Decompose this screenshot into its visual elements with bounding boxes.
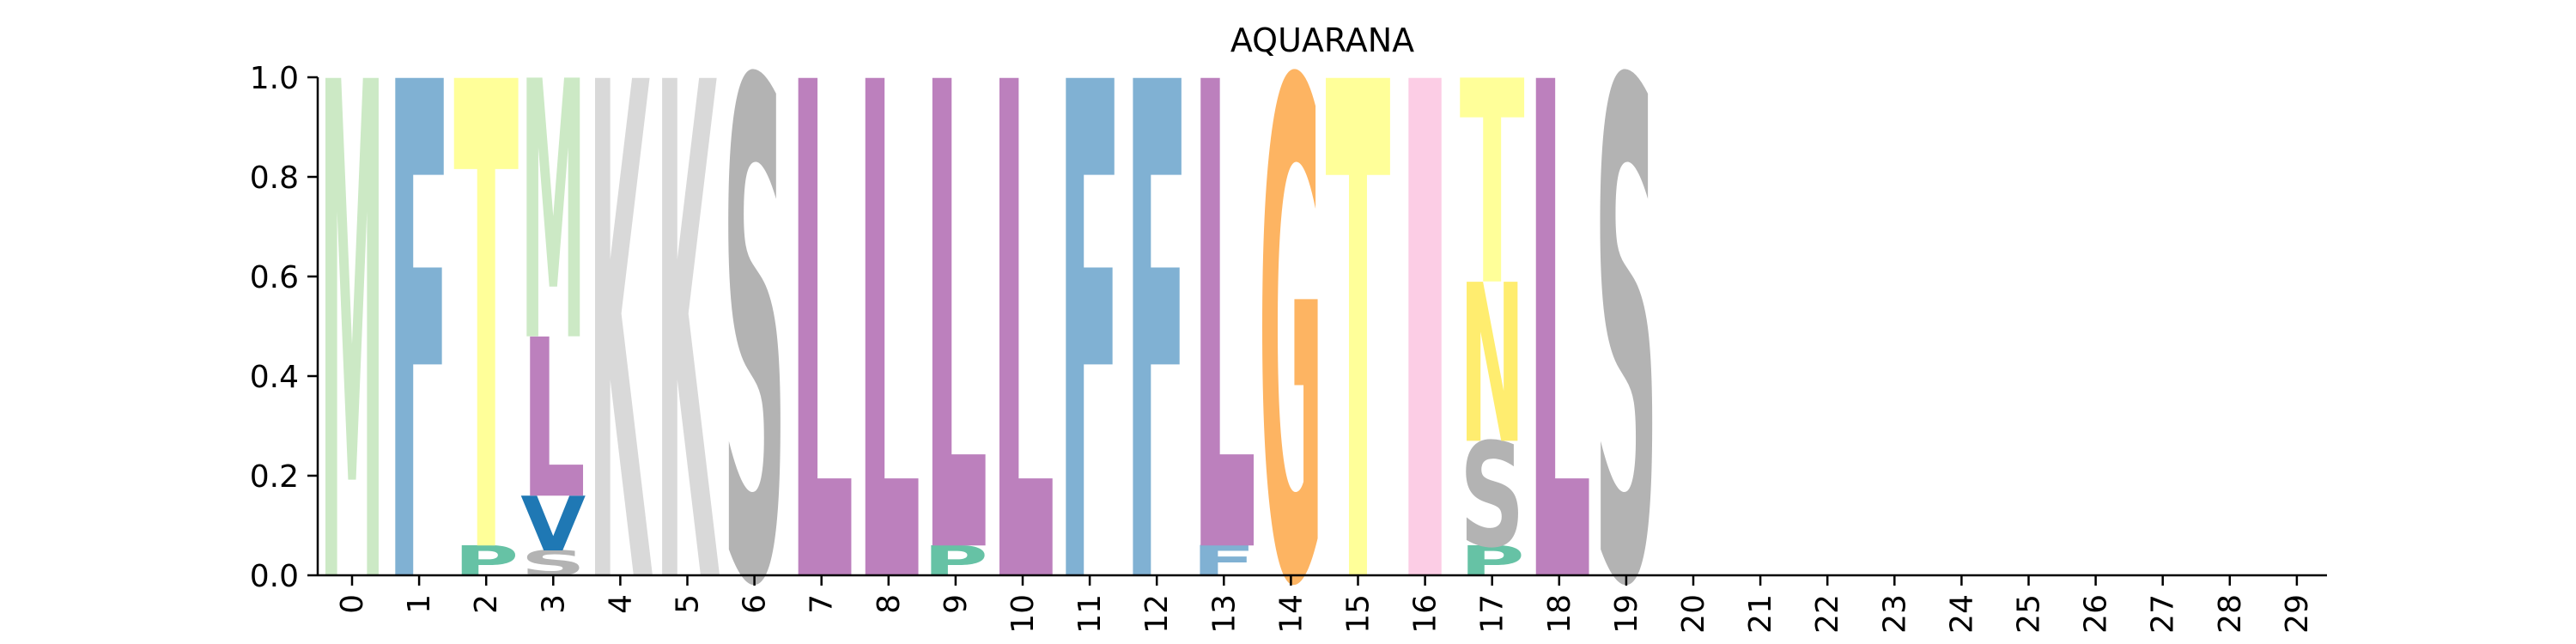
x-tick-label: 28: [2213, 594, 2248, 634]
x-tick-label: 26: [2079, 594, 2114, 634]
x-tick-label: 13: [1206, 594, 1242, 634]
chart-title: AQUARANA: [1230, 21, 1414, 59]
y-tick-label: 0.2: [250, 459, 299, 495]
x-tick-label: 1: [402, 594, 437, 614]
x-tick-label: 7: [805, 594, 840, 614]
x-tick-label: 11: [1072, 594, 1108, 634]
logo-letter-V-pos-3: V: [520, 481, 586, 568]
logo-letter-G-pos-14: G: [1258, 0, 1323, 644]
x-tick-label: 29: [2280, 594, 2315, 634]
x-tick-label: 20: [1676, 594, 1711, 634]
x-tick-label: 21: [1743, 594, 1778, 634]
logo-letter-S-pos-6: S: [722, 0, 787, 644]
logo-letter-L-pos-9: L: [923, 0, 988, 644]
logo-letter-M-pos-3: M: [520, 8, 586, 421]
x-tick-label: 15: [1341, 594, 1376, 634]
x-tick-label: 8: [872, 594, 907, 614]
x-tick-label: 5: [671, 594, 706, 614]
logo-letter-L-pos-8: L: [856, 0, 921, 644]
logo-letter-M-pos-0: M: [319, 0, 385, 644]
logo-letter-L-pos-3: L: [520, 294, 586, 548]
x-axis: 0 1 2 3 4 5 6 7 8 9 10 11 12 13 14 15 16 17 18 19 20 21 22 23 24…: [318, 574, 2327, 634]
logo-letter-L-pos-10: L: [990, 0, 1055, 644]
x-tick-label: 0: [335, 594, 370, 614]
logo-letter-K-pos-5: K: [655, 0, 720, 644]
x-tick-label: 18: [1542, 594, 1577, 634]
logo-letter-S-pos-17: S: [1460, 412, 1525, 580]
logo-letter-F-pos-12: F: [1124, 0, 1189, 644]
y-tick-label: 0.8: [250, 161, 299, 196]
x-tick-label: 27: [2146, 594, 2181, 634]
x-tick-label: 19: [1609, 594, 1644, 634]
x-tick-label: 12: [1139, 594, 1175, 634]
x-tick-label: 14: [1273, 594, 1309, 634]
logo-letter-L-pos-7: L: [789, 0, 854, 644]
logo-letter-I-pos-16: I: [1393, 0, 1458, 644]
y-tick-label: 0.0: [250, 559, 299, 594]
x-tick-label: 2: [469, 594, 504, 614]
y-tick-label: 1.0: [250, 61, 299, 96]
logo-letter-F-pos-11: F: [1057, 0, 1122, 644]
x-tick-label: 6: [738, 594, 773, 614]
logo-letter-L-pos-13: L: [1191, 0, 1256, 644]
logo-letter-T-pos-17: T: [1460, 23, 1525, 349]
logo-letter-T-pos-15: T: [1326, 0, 1392, 644]
x-tick-label: 23: [1877, 594, 1912, 634]
x-tick-label: 25: [2012, 594, 2047, 634]
x-tick-label: 3: [536, 594, 571, 614]
x-tick-label: 24: [1944, 594, 1979, 634]
logo-letter-N-pos-17: N: [1460, 240, 1525, 494]
x-tick-label: 9: [939, 594, 974, 614]
y-tick-label: 0.6: [250, 260, 299, 295]
logo-letter-F-pos-1: F: [386, 0, 452, 644]
x-tick-label: 17: [1475, 594, 1510, 634]
x-tick-label: 4: [603, 594, 638, 614]
x-tick-label: 10: [1005, 594, 1041, 634]
logo-letter-T-pos-2: T: [453, 0, 519, 644]
y-tick-label: 0.4: [250, 360, 299, 395]
logo-letter-S-pos-19: S: [1594, 0, 1659, 644]
logo-letter-K-pos-4: K: [587, 0, 653, 644]
x-tick-label: 16: [1408, 594, 1443, 634]
x-tick-label: 22: [1810, 594, 1845, 634]
y-axis: 0.0 0.2 0.4 0.6 0.8 1.0: [250, 61, 319, 594]
logo-letter-L-pos-18: L: [1527, 0, 1592, 644]
